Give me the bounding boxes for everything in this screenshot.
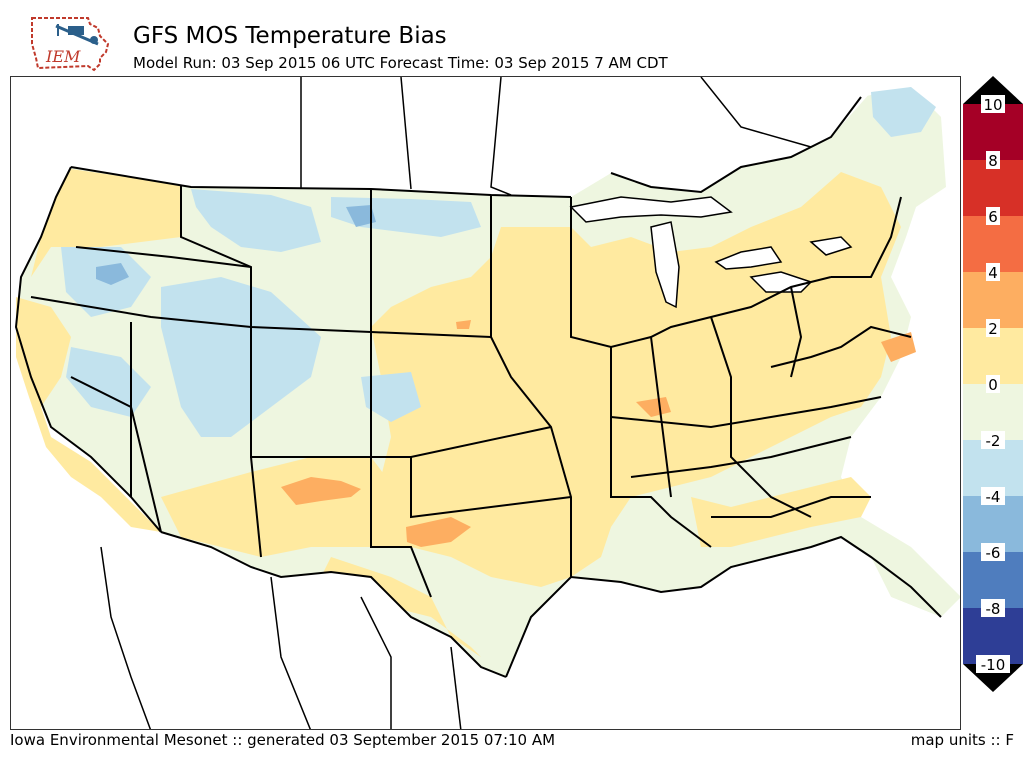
footer-units: map units :: F xyxy=(910,731,1014,749)
legend-tick-label: -6 xyxy=(986,544,1001,562)
legend-tick-label: 0 xyxy=(988,376,998,394)
map-subtitle: Model Run: 03 Sep 2015 06 UTC Forecast T… xyxy=(133,54,668,72)
iem-logo: IEM xyxy=(28,14,116,74)
legend-tick-label: 4 xyxy=(988,264,998,282)
color-legend: 10 8 6 4 2 0 -2 -4 -6 -8 -10 xyxy=(963,76,1023,696)
legend-tick-label: 8 xyxy=(988,152,998,170)
legend-band xyxy=(963,384,1023,440)
legend-band xyxy=(963,272,1023,328)
legend-tick-bg xyxy=(981,543,1005,561)
legend-tick-label: -4 xyxy=(986,488,1001,506)
legend-band xyxy=(963,160,1023,216)
map-svg xyxy=(14,77,960,729)
legend-tick-bg xyxy=(986,151,1000,169)
legend-tick-bg xyxy=(981,487,1005,505)
legend-band xyxy=(963,328,1023,384)
legend-tick-label: 6 xyxy=(988,208,998,226)
temperature-bias-map xyxy=(10,76,961,730)
legend-tick-bg xyxy=(981,95,1005,113)
legend-tick-bg xyxy=(986,263,1000,281)
legend-band xyxy=(963,608,1023,664)
legend-band xyxy=(963,216,1023,272)
legend-tick-label: -8 xyxy=(986,600,1001,618)
legend-tick-bg xyxy=(986,375,1000,393)
legend-tick-bg xyxy=(976,655,1010,673)
legend-tick-bg xyxy=(981,599,1005,617)
legend-tick-label: -10 xyxy=(981,656,1006,674)
legend-tick-label: 10 xyxy=(983,96,1002,114)
legend-band xyxy=(963,440,1023,496)
legend-tick-bg xyxy=(986,207,1000,225)
legend-tick-bg xyxy=(981,431,1005,449)
logo-text: IEM xyxy=(45,47,81,66)
footer-credit: Iowa Environmental Mesonet :: generated … xyxy=(10,731,556,749)
legend-top-triangle xyxy=(963,76,1023,104)
legend-tick-bg xyxy=(986,319,1000,337)
legend-band xyxy=(963,552,1023,608)
legend-tick-label: -2 xyxy=(986,432,1001,450)
map-title: GFS MOS Temperature Bias xyxy=(133,23,447,49)
legend-band xyxy=(963,496,1023,552)
legend-band xyxy=(963,104,1023,160)
legend-tick-label: 2 xyxy=(988,320,998,338)
